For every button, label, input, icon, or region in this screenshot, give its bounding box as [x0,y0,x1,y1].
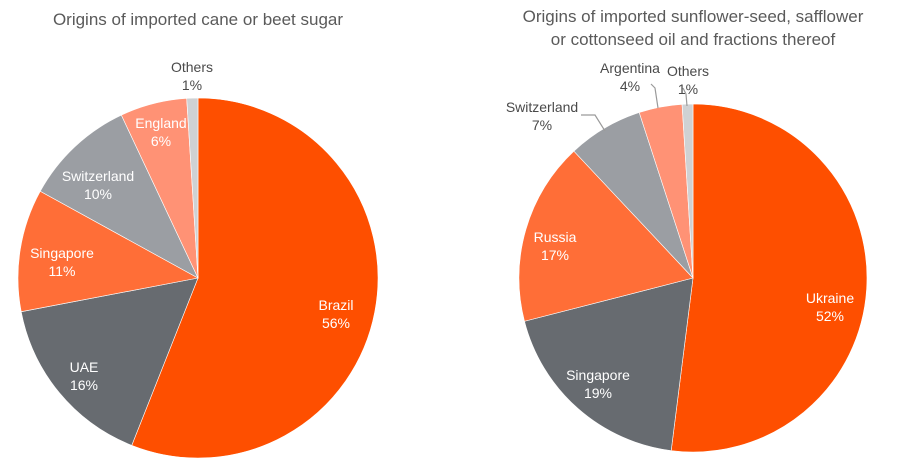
pie-slice-ukraine [670,103,868,453]
leader-lines [581,83,688,132]
slice-label-russia: Russia [534,229,577,245]
pie-slice-brazil [131,97,379,459]
sugar-origins-pie-chart: Origins of imported cane or beet sugar B… [17,10,379,459]
pie-slice-others [681,103,694,279]
pie-slice-switzerland [39,114,199,279]
chart-title-line-1: Origins of imported sunflower-seed, saff… [523,7,864,26]
slice-value-brazil: 56% [322,315,350,331]
slice-value-singapore: 19% [584,385,612,401]
slice-label-others: Others [667,63,709,79]
pie-slices [518,103,868,453]
slice-value-uae: 16% [70,377,98,393]
leader-line-argentina [650,83,659,109]
pie-slice-others [186,97,199,279]
slice-value-switzerland: 7% [532,117,552,133]
pie-slices [17,97,379,459]
slice-value-argentina: 4% [620,78,640,94]
pie-slice-uae [20,277,199,446]
slice-label-argentina: Argentina [600,60,660,76]
slice-value-russia: 17% [541,247,569,263]
slice-label-ukraine: Ukraine [806,290,854,306]
pie-slice-singapore [524,277,694,451]
leader-line-switzerland [581,114,606,132]
slice-value-england: 6% [151,133,171,149]
slice-label-switzerland: Switzerland [62,168,134,184]
slice-labels: Brazil 56% UAE 16% Singapore 11% Switzerland 10… [30,59,353,393]
slice-label-england: England [135,115,186,131]
slice-value-switzerland: 10% [84,186,112,202]
slice-label-singapore: Singapore [30,245,94,261]
slice-label-singapore: Singapore [566,367,630,383]
leader-line-others [682,87,688,107]
pie-slice-russia [518,150,694,322]
slice-value-singapore: 11% [49,263,76,279]
slice-labels: Ukraine 52% Singapore 19% Russia 17% Switzerla… [506,60,855,401]
slice-label-others: Others [171,59,213,75]
pie-slice-singapore [17,190,199,313]
slice-value-ukraine: 52% [816,308,844,324]
slice-label-uae: UAE [70,359,99,375]
slice-value-others: 1% [678,81,698,97]
slice-value-others: 1% [182,77,202,93]
chart-title-line-2: or cottonseed oil and fractions thereof [551,30,836,49]
slice-label-brazil: Brazil [318,297,353,313]
chart-title: Origins of imported cane or beet sugar [53,10,343,29]
slice-label-switzerland: Switzerland [506,99,578,115]
oil-origins-pie-chart: Origins of imported sunflower-seed, saff… [506,7,868,453]
